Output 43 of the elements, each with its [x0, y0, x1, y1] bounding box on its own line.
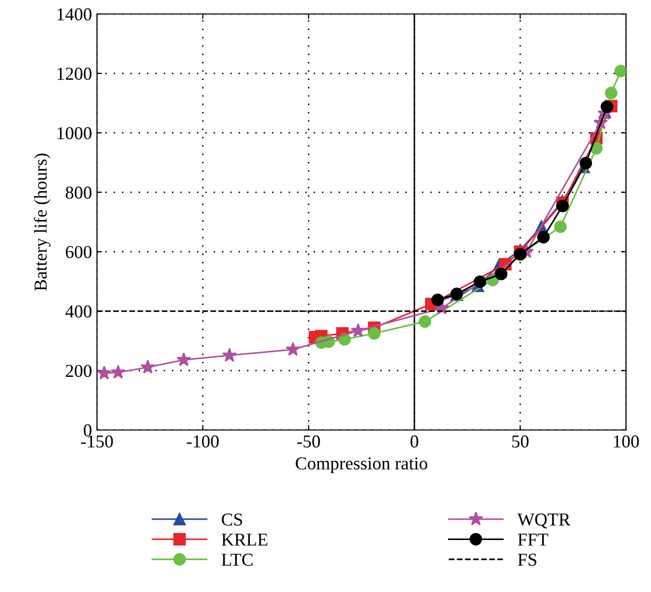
point	[474, 275, 486, 288]
legend-label: FFT	[518, 534, 548, 546]
point	[554, 220, 567, 234]
point	[110, 364, 126, 379]
point	[418, 315, 432, 328]
point	[614, 64, 626, 78]
point	[140, 360, 156, 374]
y-tick-label: 1200	[58, 68, 92, 80]
point	[368, 327, 380, 340]
point	[537, 230, 550, 244]
x-tick-label: 100	[614, 435, 639, 448]
point	[580, 156, 592, 170]
point	[350, 323, 366, 338]
point	[97, 366, 112, 380]
legend-label: FS	[518, 554, 536, 566]
x-tick-label: 0	[410, 435, 418, 448]
point	[600, 100, 614, 113]
legend-label: WQTR	[517, 513, 571, 528]
x-tick-label: -100	[186, 435, 219, 448]
point	[431, 294, 444, 306]
y-tick-label: 600	[66, 246, 92, 258]
point	[556, 200, 569, 212]
point	[286, 342, 300, 356]
y-tick-label: 1000	[58, 127, 92, 140]
y-tick-label: 200	[66, 364, 92, 378]
y-tick-label: 400	[65, 305, 92, 318]
x-axis-title: Compression ratio	[296, 457, 428, 474]
point	[590, 142, 603, 155]
point	[604, 86, 618, 100]
x-tick-label: -50	[297, 435, 320, 448]
y-tick-label: 1400	[58, 8, 92, 20]
point	[338, 333, 351, 346]
legend-label: CS	[222, 513, 242, 526]
x-tick-label: -150	[81, 435, 113, 448]
point	[176, 352, 192, 366]
y-axis-title: Battery life (hours)	[34, 154, 50, 291]
legend-label: LTC	[222, 554, 253, 566]
y-tick-label: 0	[84, 424, 92, 436]
y-tick-label: 800	[66, 186, 92, 199]
x-tick-label: 50	[512, 435, 529, 448]
legend-label: KRLE	[222, 534, 268, 546]
point	[222, 348, 237, 362]
point	[494, 268, 508, 280]
